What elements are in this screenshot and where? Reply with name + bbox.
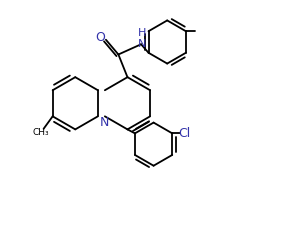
Text: N: N <box>100 116 110 128</box>
Text: CH₃: CH₃ <box>33 128 50 137</box>
Text: O: O <box>95 31 105 44</box>
Text: Cl: Cl <box>178 127 191 140</box>
Text: H
N: H N <box>138 28 147 49</box>
